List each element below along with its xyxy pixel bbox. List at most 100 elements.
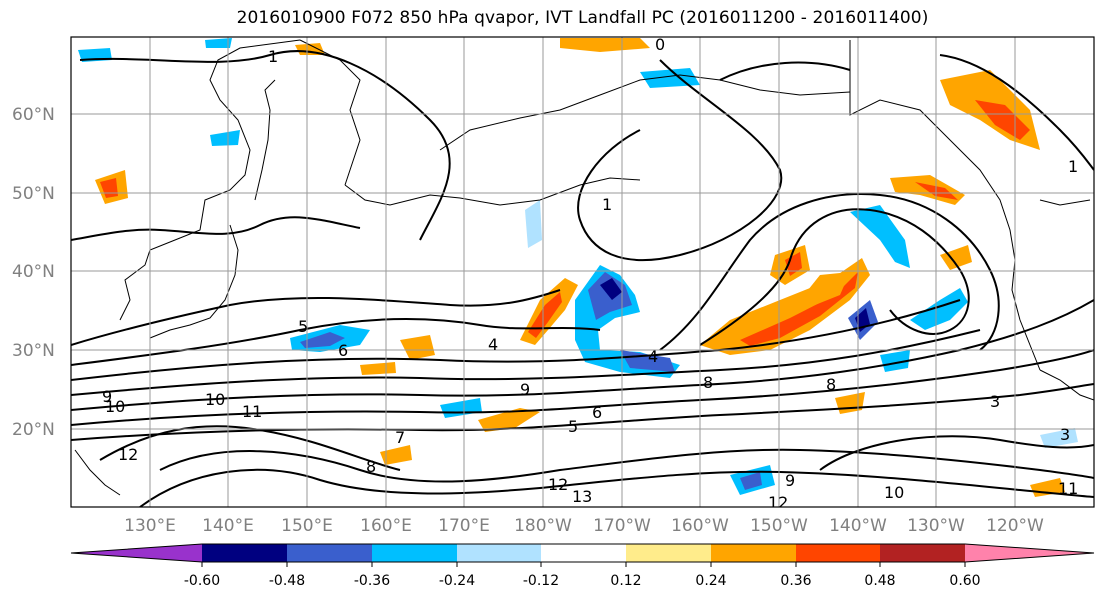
contour-line bbox=[71, 383, 1094, 441]
lat-label: 60°N bbox=[12, 105, 55, 125]
contour-label: 12 bbox=[768, 493, 788, 512]
colorbar-ticks bbox=[201, 562, 966, 567]
contour-line bbox=[79, 50, 451, 241]
shade-patch bbox=[910, 288, 968, 330]
shade-patch bbox=[210, 130, 240, 146]
colorbar-tick-label: -0.36 bbox=[354, 573, 390, 589]
shade-patch bbox=[1040, 428, 1078, 448]
contour-label: 11 bbox=[1058, 479, 1078, 498]
contour-label: 5 bbox=[298, 317, 308, 336]
contour-label: 5 bbox=[568, 417, 578, 436]
colorbar-segment bbox=[372, 544, 457, 562]
contour-label: 9 bbox=[785, 471, 795, 490]
contour-label: 3 bbox=[990, 392, 1000, 411]
lat-label: 40°N bbox=[12, 262, 55, 282]
shade-patch bbox=[300, 332, 345, 348]
lon-label: 170°W bbox=[593, 516, 651, 536]
coastline bbox=[849, 40, 1041, 371]
lon-label: 120°W bbox=[986, 516, 1044, 536]
contour-label: 7 bbox=[395, 428, 405, 447]
colorbar-tick-label: -0.24 bbox=[439, 573, 475, 589]
contour-label: 4 bbox=[648, 347, 658, 366]
shade-patch bbox=[880, 350, 910, 372]
colorbar-tick-label: -0.12 bbox=[523, 573, 559, 589]
contour-line bbox=[719, 61, 851, 81]
colorbar-segment bbox=[965, 544, 1094, 562]
colorbar-segment bbox=[71, 544, 202, 562]
contour-label: 1 bbox=[1068, 157, 1078, 176]
lat-label: 50°N bbox=[12, 184, 55, 204]
latitude-labels: 60°N 50°N 40°N 30°N 20°N bbox=[12, 105, 55, 440]
lon-label: 150°W bbox=[750, 516, 808, 536]
colorbar-segment bbox=[626, 544, 711, 562]
colorbar-segment bbox=[796, 544, 880, 562]
contour-line bbox=[159, 448, 1094, 483]
contour-label: 6 bbox=[338, 341, 348, 360]
contour-label: 9 bbox=[102, 387, 112, 406]
shade-patch bbox=[940, 245, 972, 270]
contour-line bbox=[71, 299, 961, 381]
contour-label: 1 bbox=[602, 195, 612, 214]
contour-line bbox=[71, 349, 1094, 426]
contour-line bbox=[71, 299, 1094, 411]
colorbar-tick-label: -0.60 bbox=[184, 573, 220, 589]
colorbar-tick-label: 0.24 bbox=[695, 573, 726, 589]
lon-label: 160°E bbox=[360, 516, 412, 536]
contour-label: 10 bbox=[205, 390, 225, 409]
coastline bbox=[439, 74, 851, 151]
contour-line bbox=[71, 317, 601, 366]
contour-label: 6 bbox=[592, 403, 602, 422]
shade-patch bbox=[740, 272, 858, 346]
contour-label: 8 bbox=[826, 375, 836, 394]
lon-label: 160°W bbox=[671, 516, 729, 536]
lon-label: 140°E bbox=[202, 516, 254, 536]
contour-label: 12 bbox=[548, 475, 568, 494]
lon-label: 180°W bbox=[514, 516, 572, 536]
coastline bbox=[74, 449, 121, 496]
graticule bbox=[71, 37, 1094, 507]
colorbar-segment bbox=[541, 544, 626, 562]
shade-patch bbox=[975, 100, 1030, 140]
colorbar-tick-label: 0.36 bbox=[780, 573, 811, 589]
contour-label: 9 bbox=[520, 380, 530, 399]
coastline bbox=[149, 224, 239, 339]
longitude-labels: 130°E 140°E 150°E 160°E 170°E 180°W 170°… bbox=[124, 516, 1044, 536]
contour-line bbox=[71, 289, 561, 346]
contour-line bbox=[939, 54, 1094, 171]
contour-line bbox=[819, 435, 1094, 471]
coastline bbox=[344, 177, 641, 206]
shade-patch bbox=[850, 205, 910, 268]
contour-label: 12 bbox=[118, 445, 138, 464]
contour-label: 0 bbox=[655, 35, 665, 54]
shade-patch bbox=[205, 38, 232, 48]
coastline bbox=[119, 39, 301, 321]
colorbar-segment bbox=[457, 544, 541, 562]
contour-label: 3 bbox=[1060, 425, 1070, 444]
colorbar-tick-label: 0.12 bbox=[610, 573, 641, 589]
colorbar-tick-label: 0.48 bbox=[864, 573, 895, 589]
shade-patch bbox=[800, 272, 850, 305]
lon-label: 170°E bbox=[438, 516, 490, 536]
lon-label: 130°E bbox=[124, 516, 176, 536]
qvapor-shading bbox=[78, 38, 1078, 497]
contour-line bbox=[659, 193, 1000, 351]
coastline bbox=[1039, 199, 1091, 206]
colorbar-segment bbox=[880, 544, 965, 562]
contour-line bbox=[71, 216, 361, 241]
contour-label: 8 bbox=[366, 457, 376, 476]
lat-label: 20°N bbox=[12, 420, 55, 440]
lat-label: 30°N bbox=[12, 341, 55, 361]
colorbar: -0.60 -0.48 -0.36 -0.24 -0.12 0.12 0.24 … bbox=[70, 543, 1095, 589]
contour-label: 13 bbox=[572, 487, 592, 506]
contour-label: 1 bbox=[268, 47, 278, 66]
shade-patch bbox=[360, 362, 396, 375]
colorbar-tick-label: 0.60 bbox=[949, 573, 980, 589]
colorbar-segment bbox=[711, 544, 796, 562]
shade-patch bbox=[600, 278, 622, 300]
lon-label: 130°W bbox=[907, 516, 965, 536]
shade-patch bbox=[528, 292, 562, 338]
colorbar-segment bbox=[287, 544, 372, 562]
shade-patch bbox=[560, 38, 650, 52]
shade-patch bbox=[740, 472, 762, 490]
